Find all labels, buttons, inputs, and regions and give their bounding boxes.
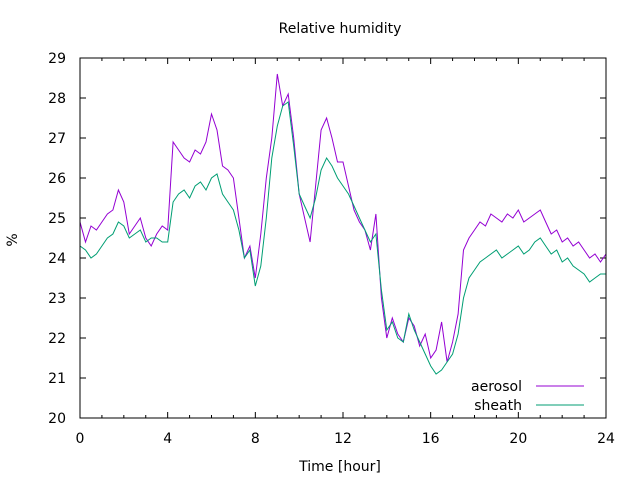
plot-frame — [79, 57, 607, 419]
y-tick-label: 24 — [48, 251, 66, 267]
y-tick-label: 20 — [48, 411, 66, 427]
y-tick-label: 22 — [48, 331, 66, 347]
x-tick-label: 20 — [509, 431, 527, 447]
y-axis-label: % — [5, 233, 21, 246]
x-tick-label: 8 — [251, 431, 260, 447]
x-tick-label: 16 — [422, 431, 440, 447]
y-tick-label: 21 — [48, 371, 66, 387]
x-tick-label: 4 — [163, 431, 172, 447]
x-tick-label: 0 — [76, 431, 85, 447]
legend-label-aerosol: aerosol — [471, 379, 522, 395]
y-tick-label: 26 — [48, 171, 66, 187]
chart-title: Relative humidity — [279, 21, 402, 37]
series-line-aerosol — [79, 73, 607, 363]
y-tick-label: 27 — [48, 131, 66, 147]
y-tick-label: 25 — [48, 211, 66, 227]
series-line-sheath — [79, 101, 606, 375]
x-axis-label: Time [hour] — [298, 459, 381, 475]
legend: aerosol sheath — [471, 379, 584, 414]
x-tick-label: 12 — [334, 431, 352, 447]
y-tick-label: 28 — [48, 91, 66, 107]
y-tick-label: 29 — [48, 51, 66, 67]
legend-label-sheath: sheath — [474, 398, 522, 414]
y-tick-label: 23 — [48, 291, 66, 307]
axis-ticks: 0 4 8 12 16 20 24 20 21 22 23 24 25 26 27 28 29 — [48, 51, 615, 447]
x-tick-label: 24 — [597, 431, 615, 447]
series-layer — [79, 73, 607, 375]
